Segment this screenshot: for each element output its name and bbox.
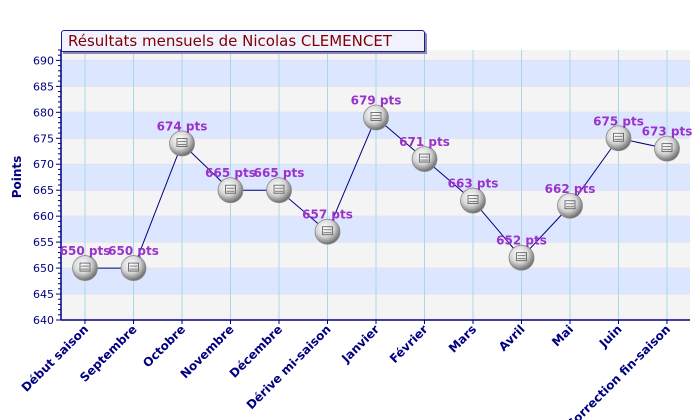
ball-marker [363, 104, 389, 131]
x-tick-label: Janvier [338, 322, 382, 366]
y-tick-label: 685 [33, 80, 54, 93]
data-point [363, 104, 389, 131]
data-label: 650 pts [108, 244, 159, 258]
ball-marker [120, 255, 147, 281]
ball-marker [169, 130, 195, 157]
data-label: 673 pts [642, 125, 693, 139]
x-tick-label: Début saison [19, 322, 91, 394]
ball-marker [557, 192, 583, 219]
y-tick-label: 650 [33, 262, 54, 275]
x-tick-label: Dérive mi-saison [244, 322, 334, 412]
ball-logo [79, 262, 91, 272]
ball-logo [128, 262, 139, 272]
data-point [120, 255, 147, 281]
data-label: 665 pts [254, 166, 305, 180]
ball-logo [225, 184, 236, 194]
ball-marker [508, 244, 535, 271]
y-tick-label: 675 [33, 132, 54, 145]
data-label: 679 pts [351, 94, 402, 108]
ball-marker [654, 135, 680, 162]
y-tick-labels: 640 645 650 655 660 665 670 675 680 685 690 [33, 54, 54, 327]
axes [56, 49, 690, 324]
ball-logo [564, 200, 576, 210]
ball-logo [322, 226, 333, 236]
data-markers [72, 104, 680, 281]
ball-logo [419, 153, 430, 163]
data-label: 663 pts [448, 177, 499, 191]
data-point [169, 130, 195, 157]
data-label: 652 pts [496, 234, 547, 248]
data-point [508, 244, 535, 271]
y-axis-label: Points [10, 156, 24, 199]
data-point [460, 187, 486, 214]
data-point [217, 177, 244, 204]
ball-marker [72, 255, 98, 281]
data-point [266, 177, 292, 204]
ball-marker [266, 177, 292, 204]
y-tick-label: 680 [33, 106, 54, 119]
data-label: 665 pts [205, 166, 256, 180]
data-label: 662 pts [545, 182, 596, 196]
data-point [557, 192, 583, 219]
y-tick-label: 670 [33, 158, 54, 171]
data-label: 675 pts [593, 114, 644, 128]
ball-logo [370, 112, 382, 121]
chart-title-box: Résultats mensuels de Nicolas CLEMENCET [61, 30, 425, 52]
ball-logo [613, 132, 624, 142]
data-point [72, 255, 98, 281]
y-tick-label: 665 [33, 184, 54, 197]
x-tick-label: Mai [549, 322, 576, 349]
ball-marker [460, 187, 486, 214]
ball-marker [411, 146, 438, 172]
ball-marker [217, 177, 244, 204]
data-label: 657 pts [302, 208, 353, 222]
y-tick-label: 655 [33, 236, 54, 249]
data-label: 650 pts [60, 244, 111, 258]
ball-logo [516, 252, 527, 262]
ball-logo [467, 195, 479, 204]
y-tick-label: 660 [33, 210, 54, 223]
ball-logo [273, 184, 285, 194]
data-label: 671 pts [399, 135, 450, 149]
x-tick-label: Mars [446, 322, 479, 355]
data-point [411, 146, 438, 172]
ball-marker [605, 125, 632, 152]
y-tick-label: 690 [33, 54, 54, 67]
x-tick-label: Octobre [140, 322, 188, 370]
ball-logo [661, 143, 673, 153]
data-point [654, 135, 680, 162]
y-tick-label: 640 [33, 314, 54, 327]
x-tick-label: Avril [496, 322, 528, 354]
y-tick-label: 645 [33, 288, 54, 301]
data-label: 674 pts [157, 119, 208, 133]
ball-marker [314, 218, 341, 245]
data-point [314, 218, 341, 245]
data-point [605, 125, 632, 152]
chart-title: Résultats mensuels de Nicolas CLEMENCET [68, 32, 392, 50]
x-tick-label: Juin [596, 322, 625, 351]
x-tick-label: Février [387, 322, 431, 366]
ball-logo [176, 138, 188, 147]
